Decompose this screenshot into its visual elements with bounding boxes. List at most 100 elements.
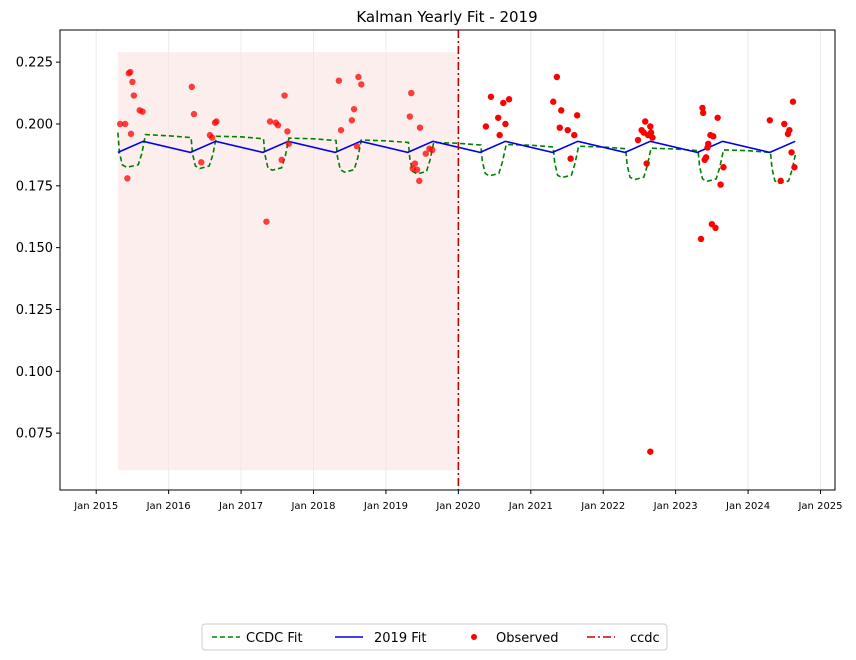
x-tick-label-3: Jan 2018 [290,501,335,512]
legend-observed-label: Observed [496,631,559,646]
legend-ccdc-fit-label: CCDC Fit [246,631,303,646]
x-tick-label-0: Jan 2015 [73,501,118,512]
x-tick-label-6: Jan 2021 [508,501,553,512]
y-tick-label-4: 0.175 [16,179,53,194]
x-tick-label-10: Jan 2025 [797,501,842,512]
observed-point [717,181,724,188]
observed-point [634,136,642,144]
observed-point [571,131,578,139]
chart-title: Kalman Yearly Fit - 2019 [356,8,537,26]
observed-point [649,134,656,141]
observed-point [500,99,507,107]
plot-frame [59,29,836,491]
observed-point [712,224,719,232]
observed-point [274,122,282,129]
observed-point [337,126,345,134]
observed-point [429,146,436,154]
observed-point [699,104,706,112]
observed-point [495,114,502,121]
observed-point [705,140,712,147]
observed-point [411,160,419,167]
observed-point [422,150,429,157]
observed-point [130,92,138,99]
legend-ccdc-label: ccdc [630,631,660,646]
observed-point [285,140,293,147]
observed-point [791,164,798,171]
observed-point [720,164,727,171]
y-tick-label-3: 0.150 [16,241,53,256]
observed-point [643,160,650,167]
observed-point [278,156,285,164]
observed-point [502,120,509,128]
observed-point [789,98,797,105]
observed-point [482,123,490,130]
observed-point [281,92,288,99]
x-tick-label-4: Jan 2019 [363,501,408,512]
observed-point [553,73,561,81]
observed-point [697,235,705,243]
observed-point [284,128,291,135]
x-tick-label-2: Jan 2017 [218,501,263,512]
observed-point [127,68,134,76]
observed-point [496,131,503,139]
observed-point [647,129,655,136]
observed-point [353,143,361,150]
observed-point [413,166,421,173]
y-tick-label-0: 0.075 [16,427,53,442]
fit-2019-line [117,140,796,154]
plot-area [95,30,822,490]
x-axis: Jan 2015 Jan 2016 Jan 2017 Jan 2018 Jan 2019… [73,490,843,512]
y-tick-label-1: 0.100 [16,365,53,380]
observed-point [564,126,571,134]
observed-point [702,154,710,161]
observed-point [556,124,563,131]
observed-point [408,89,415,97]
observed-point [647,448,654,455]
observed-point [188,83,196,91]
x-tick-label-5: Jan 2020 [435,501,480,512]
x-tick-label-1: Jan 2016 [146,501,191,512]
observed-point [358,81,365,88]
observed-point [263,218,270,225]
y-tick-label-2: 0.125 [16,303,53,318]
y-tick-label-5: 0.200 [16,117,53,132]
observed-point [350,105,358,113]
observed-point [777,177,784,185]
observed-point [416,177,423,185]
legend-observed-swatch [471,634,477,640]
observed-point [786,126,793,134]
observed-point [788,149,795,156]
observed-point [781,120,788,128]
observed-point [124,175,131,182]
observed-point [714,114,721,121]
observed-point [348,117,356,124]
observed-point [355,73,362,81]
legend-box [201,623,668,651]
observed-point [710,133,717,140]
observed-point [550,98,557,105]
shaded-region [117,52,459,471]
observed-point [213,118,220,125]
x-tick-label-7: Jan 2022 [580,501,625,512]
observed-point [198,159,205,166]
y-axis: 0.075 0.100 0.125 0.150 0.175 0.200 0.225 [16,56,60,442]
observed-point [406,113,414,120]
observed-point [567,155,574,162]
observed-point [208,134,216,141]
observed-point [335,77,343,84]
y-tick-label-6: 0.225 [16,56,53,71]
observed-point [505,96,513,103]
observed-point [139,108,146,115]
observed-point [121,120,129,128]
observed-point [190,110,198,118]
observed-point [642,118,649,125]
legend-2019-fit-label: 2019 Fit [374,631,426,646]
legend: CCDC Fit 2019 Fit Observed ccdc [201,623,668,651]
observed-point [699,109,707,117]
observed-point [127,130,135,138]
observed-point [573,112,581,119]
x-tick-label-8: Jan 2023 [653,501,698,512]
observed-point [416,124,424,131]
observed-point [647,123,654,130]
